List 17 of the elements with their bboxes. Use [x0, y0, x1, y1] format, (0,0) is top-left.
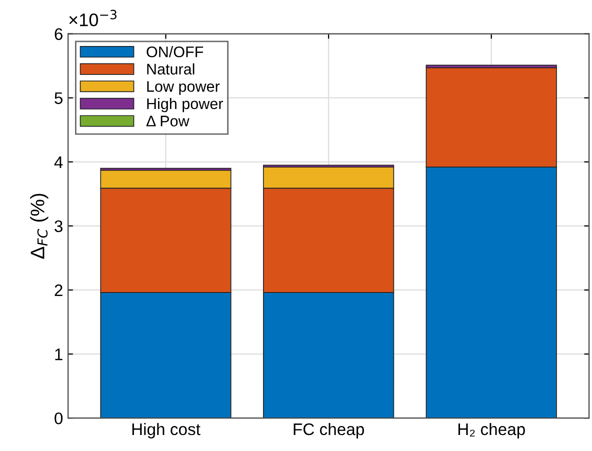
x-tick-label: FC cheap: [294, 422, 364, 438]
legend-label: Δ Pow: [146, 116, 190, 126]
legend-label: ON/OFF: [146, 46, 204, 58]
legend-label: Natural: [147, 63, 194, 75]
legend-label: Low power: [147, 81, 220, 95]
y-tick-label: 3: [54, 220, 62, 232]
legend-label: High power: [147, 98, 224, 112]
y-tick-label: 2: [54, 284, 62, 296]
y-tick-label: 6: [54, 28, 62, 40]
x-tick-label: H₂ cheap: [458, 422, 525, 438]
y-axis-title: Δ$_{FC}$ (%): [30, 194, 48, 259]
y-tick-label: 1: [55, 348, 62, 360]
text: ×10$^{−3}$: [69, 10, 116, 26]
y-tick-label: 5: [54, 92, 63, 104]
y-tick-label: 4: [54, 156, 63, 168]
x-tick-label: High cost: [132, 422, 200, 438]
y-tick-label: 0: [54, 412, 63, 424]
